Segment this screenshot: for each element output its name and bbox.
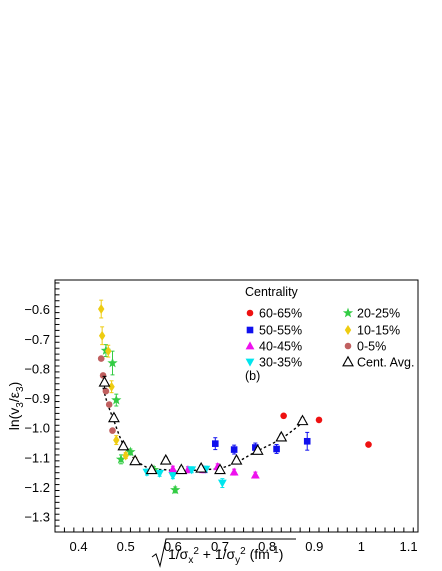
data-point [217,479,227,488]
data-point [109,427,116,434]
radical-sign [151,538,296,568]
legend-entry: Cent. Avg. [357,356,414,370]
legend-marker [245,358,255,367]
data-point [108,381,115,392]
data-point [97,355,105,362]
x-tick-label: 1.1 [400,539,418,554]
data-point [117,439,130,451]
legend-entry: 10-15% [357,324,400,338]
fit-curve [101,383,306,472]
y-tick-label: −1.2 [24,480,50,495]
data-point [115,453,127,464]
data-point [111,394,122,405]
legend-title: Centrality [245,285,299,299]
y-tick-label: −0.8 [24,361,50,376]
data-point [105,401,113,408]
x-tick-label: 0.8 [258,539,276,554]
data-point [175,463,188,475]
data-point [168,472,178,481]
legend-entry: 30-35% [259,356,302,370]
legend-marker [342,355,354,367]
y-tick-label: −1.3 [24,510,50,525]
plot-frame [54,279,419,533]
data-point [187,466,197,475]
data-point [105,346,112,357]
data-point [230,446,238,453]
data-point [129,454,142,466]
data-point [98,375,111,387]
data-point [296,414,309,426]
data-point [170,484,181,495]
series-50-55- [211,431,311,455]
data-point [273,445,280,453]
y-axis-title: ln(v3/ε3) [6,382,26,431]
data-point [303,437,311,445]
legend-marker [246,309,254,317]
legend-entry: 20-25% [357,307,400,321]
data-point [195,461,208,473]
legend-marker [344,325,352,335]
legend-marker [246,326,254,334]
data-point [251,444,264,455]
legend-entry: 0-5% [357,340,386,354]
y-tick-label: −1.1 [24,450,50,465]
data-point [211,440,219,447]
data-point [214,463,226,475]
data-point [155,469,165,478]
legend-marker [245,341,255,350]
data-point [159,453,172,465]
data-point [113,435,120,446]
data-point [107,411,120,423]
data-point [250,470,260,479]
y-tick-label: −0.6 [24,302,50,317]
legend-marker [342,307,354,318]
y-tick-label: −0.9 [24,391,50,406]
x-tick-label: 0.7 [211,539,229,554]
svg-text:1/σx2 + 1/σy2 (fm-1): 1/σx2 + 1/σy2 (fm-1) [168,545,283,566]
data-point [102,387,110,395]
data-point [98,330,106,341]
x-tick-label: 0.5 [117,539,135,554]
x-tick-label: 0.6 [164,539,182,554]
x-tick-label: 0.4 [70,539,88,554]
data-point [365,441,372,448]
x-tick-label: 0.9 [305,539,323,554]
data-point [275,430,288,442]
legend-entry: 40-45% [259,340,302,354]
data-point [98,304,105,315]
x-axis-title: 1/σx2 + 1/σy2 (fm-1) [151,538,296,568]
legend-entry: 50-55% [259,324,302,338]
panel-label: (b) [245,369,260,383]
y-tick-label: −0.7 [24,332,50,347]
data-point [122,450,129,461]
data-point [125,446,136,457]
data-point [280,412,287,420]
data-point [168,464,178,473]
legend-marker [344,342,352,350]
data-point [107,357,118,368]
x-tick-label: 1 [358,539,365,554]
data-point [252,444,259,451]
series-60-65- [280,412,372,448]
series-cent-avg- [98,375,309,475]
data-point [230,453,243,465]
y-tick-label: −1.0 [24,421,50,436]
data-point [315,416,323,424]
data-point [145,463,158,475]
data-point [229,467,239,476]
legend-entry: 60-65% [259,307,302,321]
